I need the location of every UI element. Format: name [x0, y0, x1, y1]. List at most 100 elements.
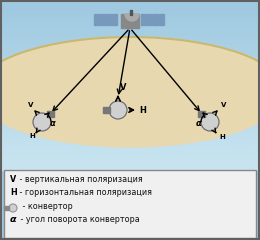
Bar [147, 14, 152, 19]
Bar [0, 0, 260, 4]
Text: H: H [29, 133, 35, 139]
Text: V: V [10, 175, 16, 184]
Bar [0, 7, 260, 13]
Bar [0, 29, 260, 34]
Bar [0, 144, 260, 149]
Bar [0, 24, 260, 30]
Bar [0, 76, 260, 81]
Bar [147, 20, 152, 25]
Circle shape [33, 113, 51, 131]
Bar [0, 76, 260, 81]
Bar [0, 80, 260, 85]
Bar [0, 114, 260, 119]
Bar [0, 122, 260, 127]
Bar [0, 71, 260, 77]
Bar [0, 46, 260, 51]
Bar [0, 37, 260, 42]
Bar [0, 24, 260, 30]
Bar [0, 12, 260, 17]
Bar [0, 16, 260, 21]
Wedge shape [125, 14, 139, 21]
Bar [0, 71, 260, 77]
Bar [0, 88, 260, 94]
Bar [0, 135, 260, 140]
Bar [0, 139, 260, 144]
Text: - горизонтальная поляризация: - горизонтальная поляризация [17, 188, 152, 197]
Bar [94, 14, 99, 19]
Bar [159, 14, 164, 19]
Text: V: V [221, 102, 226, 108]
Bar [0, 144, 260, 149]
Bar [0, 156, 260, 162]
Bar [47, 110, 54, 116]
Bar [153, 14, 158, 19]
Bar [0, 148, 260, 153]
Text: α: α [196, 119, 202, 128]
Bar [0, 114, 260, 119]
Bar [0, 152, 260, 157]
Bar [0, 33, 260, 38]
Bar [0, 20, 260, 25]
Text: - угол поворота конвертора: - угол поворота конвертора [18, 215, 140, 224]
Bar [0, 84, 260, 89]
Bar [0, 0, 260, 170]
Bar [0, 54, 260, 60]
Bar [0, 20, 260, 25]
Bar [0, 67, 260, 72]
Bar [106, 20, 111, 25]
Text: - конвертор: - конвертор [20, 202, 73, 211]
Bar [0, 59, 260, 64]
Ellipse shape [0, 37, 260, 147]
Bar [0, 101, 260, 106]
Bar [102, 107, 109, 113]
Bar [141, 14, 146, 19]
Bar [0, 46, 260, 51]
Bar [112, 20, 117, 25]
Bar [0, 118, 260, 123]
Bar [0, 109, 260, 115]
Bar [0, 42, 260, 47]
Bar [0, 161, 260, 166]
Bar [0, 54, 260, 60]
Bar [0, 109, 260, 115]
Bar [0, 33, 260, 38]
Bar [0, 126, 260, 132]
Bar [100, 14, 105, 19]
Bar [159, 20, 164, 25]
FancyBboxPatch shape [4, 170, 256, 238]
Bar [0, 131, 260, 136]
Text: H: H [139, 106, 146, 115]
Bar [0, 135, 260, 140]
Circle shape [201, 113, 219, 131]
Bar [0, 126, 260, 132]
Bar [0, 0, 260, 4]
Bar [0, 50, 260, 55]
Bar [0, 156, 260, 162]
Bar [0, 97, 260, 102]
Bar [0, 3, 260, 8]
Bar [4, 206, 9, 210]
Bar [0, 63, 260, 68]
Bar [0, 105, 260, 110]
Bar [0, 131, 260, 136]
Bar [0, 50, 260, 55]
Bar [0, 80, 260, 85]
Text: V: V [28, 102, 33, 108]
Bar [0, 59, 260, 64]
Bar [141, 20, 146, 25]
Bar [0, 12, 260, 17]
Bar [0, 16, 260, 21]
Bar [0, 84, 260, 89]
Bar [0, 165, 260, 170]
Bar [0, 152, 260, 157]
Bar [121, 14, 139, 28]
Bar [0, 161, 260, 166]
Bar [0, 3, 260, 8]
Bar [0, 101, 260, 106]
Bar [0, 122, 260, 127]
Bar [0, 7, 260, 13]
Bar [0, 29, 260, 34]
Bar [0, 63, 260, 68]
Bar [112, 14, 117, 19]
Bar [0, 165, 260, 170]
